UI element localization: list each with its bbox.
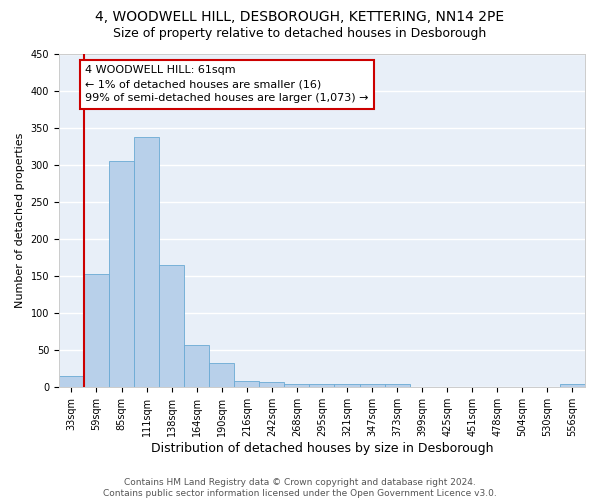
Text: 4 WOODWELL HILL: 61sqm
← 1% of detached houses are smaller (16)
99% of semi-deta: 4 WOODWELL HILL: 61sqm ← 1% of detached … [85,65,369,103]
Bar [359,384,385,388]
Bar [159,265,184,388]
Bar [385,384,410,388]
Text: 4, WOODWELL HILL, DESBOROUGH, KETTERING, NN14 2PE: 4, WOODWELL HILL, DESBOROUGH, KETTERING,… [95,10,505,24]
Bar [84,274,109,388]
Bar [259,382,284,388]
Y-axis label: Number of detached properties: Number of detached properties [15,133,25,308]
Bar [184,345,209,388]
X-axis label: Distribution of detached houses by size in Desborough: Distribution of detached houses by size … [151,442,493,455]
Text: Contains HM Land Registry data © Crown copyright and database right 2024.
Contai: Contains HM Land Registry data © Crown c… [103,478,497,498]
Bar [560,384,585,388]
Bar [59,376,84,388]
Text: Size of property relative to detached houses in Desborough: Size of property relative to detached ho… [113,28,487,40]
Bar [234,380,259,388]
Bar [134,137,159,388]
Bar [209,363,234,388]
Bar [284,384,310,388]
Bar [109,162,134,388]
Bar [310,384,334,388]
Bar [334,384,359,388]
